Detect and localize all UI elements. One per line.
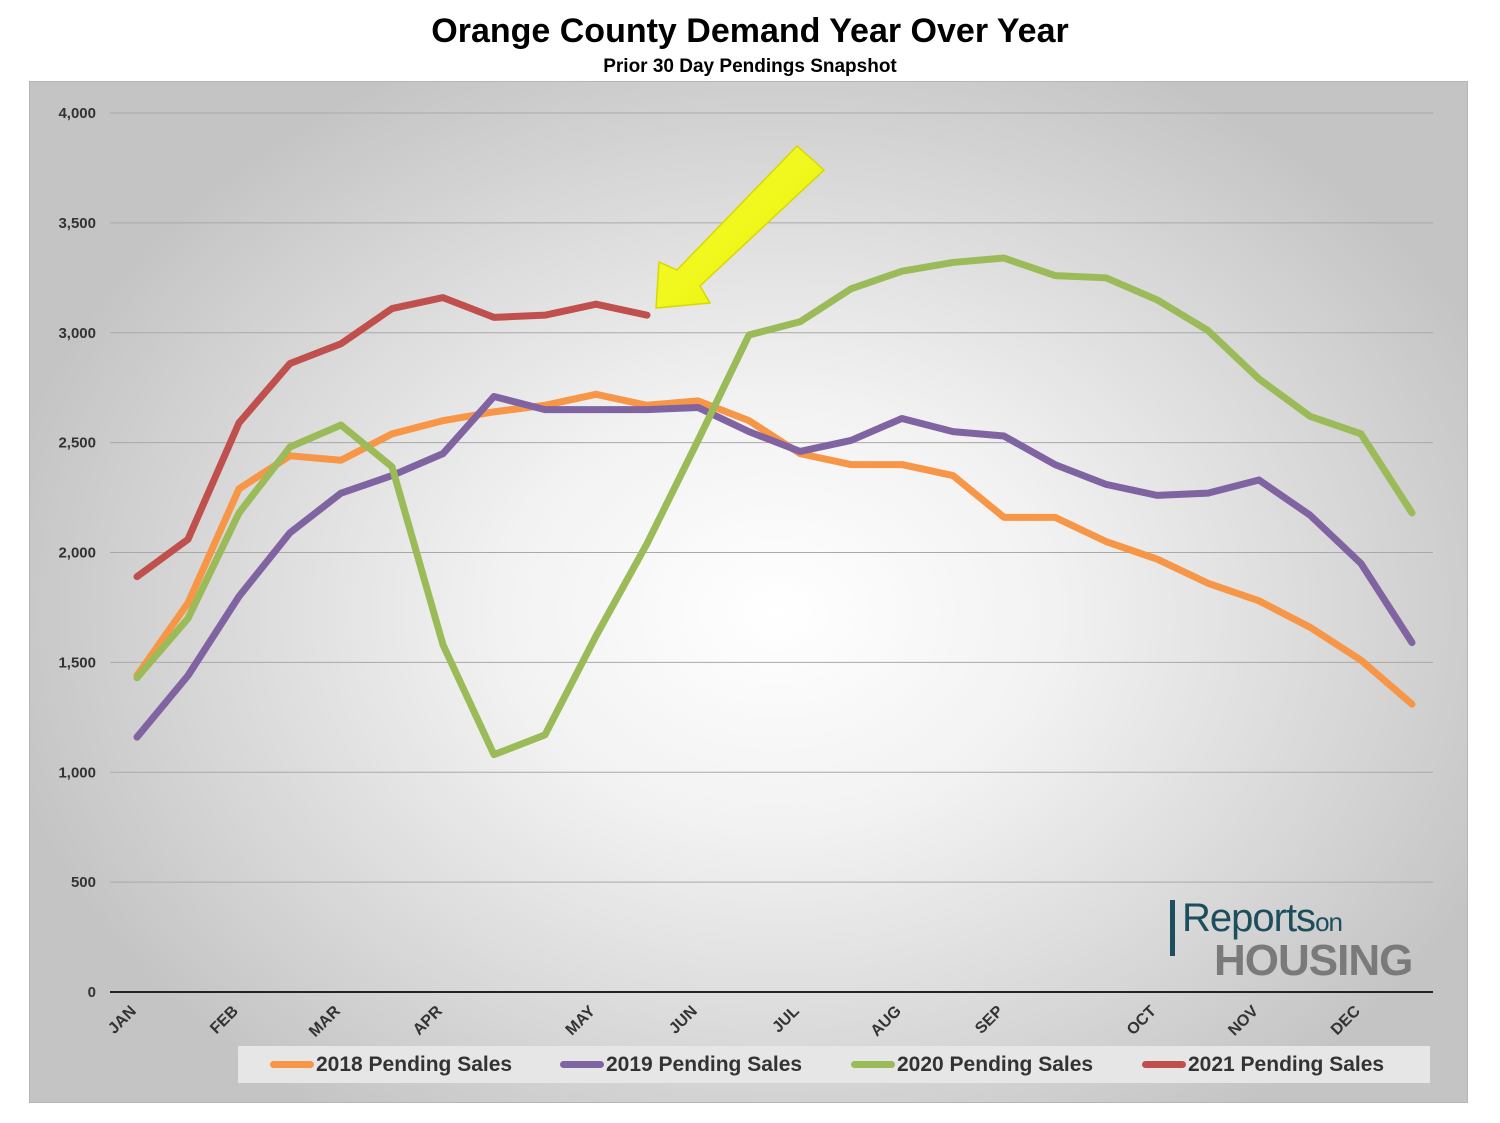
series-line-2018 bbox=[133, 390, 1416, 708]
y-tick-label: 500 bbox=[71, 874, 96, 891]
x-tick-label: JUN bbox=[666, 1003, 701, 1038]
x-tick-label: SEP bbox=[972, 1003, 1007, 1038]
series-line-2020 bbox=[133, 254, 1416, 759]
legend-item-2021: 2021 Pending Sales bbox=[1142, 1046, 1384, 1083]
reports-on-housing-logo: Reportson HOUSING bbox=[1168, 896, 1418, 986]
logo-mark-icon bbox=[1170, 900, 1195, 956]
x-tick-label: FEB bbox=[207, 1003, 242, 1038]
y-tick-label: 3,500 bbox=[58, 215, 96, 232]
series-line-2021 bbox=[133, 294, 651, 581]
x-tick-label: APR bbox=[410, 1002, 446, 1038]
logo-line-2: HOUSING bbox=[1214, 936, 1413, 985]
legend-label-2020: 2020 Pending Sales bbox=[897, 1052, 1094, 1076]
y-tick-label: 4,000 bbox=[58, 105, 96, 122]
x-tick-label: AUG bbox=[868, 1003, 905, 1040]
legend-label-2018: 2018 Pending Sales bbox=[316, 1052, 513, 1076]
y-tick-label: 2,500 bbox=[58, 435, 96, 452]
highlight-arrow bbox=[655, 144, 826, 309]
legend-swatch-2021 bbox=[1142, 1061, 1186, 1068]
x-tick-label: NOV bbox=[1225, 1003, 1262, 1040]
y-tick-label: 1,500 bbox=[58, 654, 96, 671]
legend-label-2021: 2021 Pending Sales bbox=[1188, 1052, 1385, 1076]
y-tick-label: 0 bbox=[88, 984, 96, 1001]
grid-lines bbox=[110, 112, 1433, 993]
legend: 2018 Pending Sales 2019 Pending Sales 20… bbox=[238, 1046, 1430, 1083]
legend-swatch-2018 bbox=[270, 1061, 314, 1068]
legend-swatch-2020 bbox=[851, 1061, 895, 1068]
series-lines bbox=[133, 254, 1416, 759]
chart-title: Orange County Demand Year Over Year bbox=[431, 12, 1069, 50]
x-tick-label: JUL bbox=[769, 1003, 803, 1037]
y-axis-ticks: 0 500 1,000 1,500 2,000 2,500 3,000 3,500 4,000 bbox=[58, 105, 96, 1001]
logo-line-1: Reportson bbox=[1182, 896, 1343, 940]
legend-item-2019: 2019 Pending Sales bbox=[560, 1046, 802, 1083]
y-tick-label: 3,000 bbox=[58, 325, 96, 342]
legend-swatch-2019 bbox=[560, 1061, 604, 1068]
chart-subtitle: Prior 30 Day Pendings Snapshot bbox=[603, 56, 897, 77]
x-tick-label: OCT bbox=[1124, 1003, 1160, 1039]
x-tick-label: MAY bbox=[563, 1003, 599, 1039]
x-axis-ticks: JAN FEB MAR APR MAY JUN JUL AUG SEP OCT NOV DEC bbox=[105, 1002, 1364, 1040]
y-tick-label: 2,000 bbox=[58, 545, 96, 562]
series-line-2019 bbox=[133, 392, 1416, 741]
x-tick-label: DEC bbox=[1328, 1002, 1364, 1038]
legend-item-2018: 2018 Pending Sales bbox=[270, 1046, 512, 1083]
legend-label-2019: 2019 Pending Sales bbox=[606, 1052, 803, 1076]
x-tick-label: MAR bbox=[306, 1002, 344, 1040]
legend-item-2020: 2020 Pending Sales bbox=[851, 1046, 1093, 1083]
x-tick-label: JAN bbox=[105, 1003, 140, 1038]
y-tick-label: 1,000 bbox=[58, 764, 96, 781]
